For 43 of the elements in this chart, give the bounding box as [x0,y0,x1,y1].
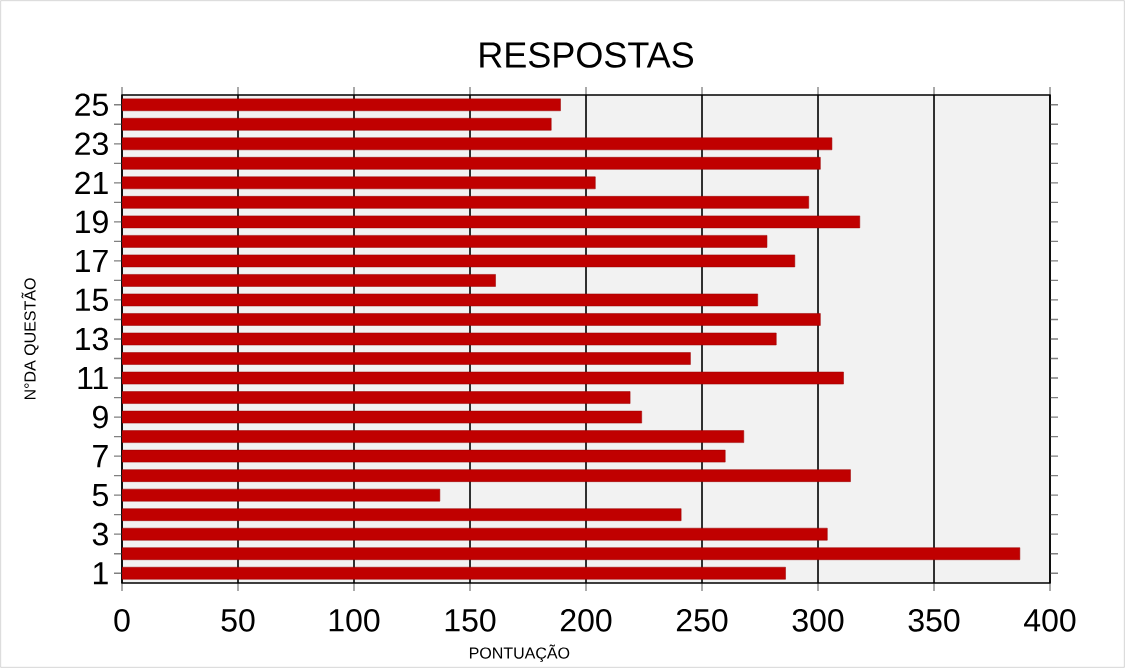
bar [122,196,809,209]
y-tick-label: 25 [75,93,108,117]
y-tick-label: 7 [93,445,108,468]
y-tick-label: 19 [76,210,108,234]
x-tick-label: 200 [560,609,612,632]
y-tick-label: 21 [75,171,108,195]
bar [122,352,691,365]
y-axis-title: N°DA QUESTÃO [21,278,39,400]
bar [122,98,561,112]
x-tick-label: 400 [1024,609,1076,632]
bar [122,137,833,151]
y-tick-label: 1 [93,562,108,585]
bar [122,508,682,521]
x-tick-label: 0 [114,609,130,632]
bar [122,176,596,190]
chart-title: RESPOSTAS [480,42,694,68]
bar [122,274,496,287]
y-tick-label: 11 [78,367,108,390]
y-tick-label: 17 [76,249,108,272]
bar [122,488,441,502]
x-tick-label: 350 [908,609,960,632]
y-tick-label: 9 [93,405,108,429]
bar [122,547,1021,560]
x-tick-label: 250 [676,609,728,632]
y-tick-label: 3 [92,522,108,546]
y-tick-label: 13 [76,327,108,351]
bar [122,313,821,326]
x-axis-title: PONTUAÇÃO [469,644,570,662]
bar [122,566,786,580]
bar [122,235,768,248]
y-tick-label: 5 [92,483,108,507]
bar [122,157,821,170]
x-tick-label: 150 [445,609,496,632]
y-tick-label: 15 [76,288,108,312]
x-tick-label: 100 [329,609,380,632]
bar [122,391,631,404]
x-tick-label: 50 [221,609,255,632]
bar [122,118,552,131]
y-tick-label: 23 [75,132,108,156]
x-tick-label: 300 [792,609,844,632]
bar [122,527,828,541]
bar [122,430,745,443]
bar [122,469,851,482]
